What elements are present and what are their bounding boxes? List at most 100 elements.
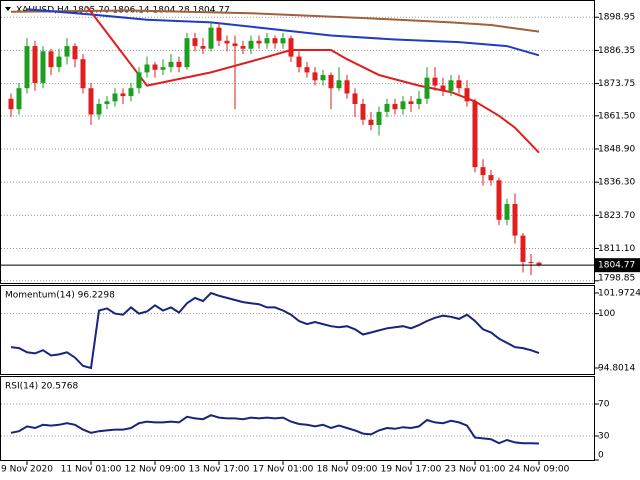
candle-body xyxy=(376,111,382,126)
candle-body xyxy=(16,88,22,110)
y-tick-label: 1848.90 xyxy=(598,145,635,155)
candle-body xyxy=(432,77,438,86)
y-tick-label: 30 xyxy=(598,432,610,442)
candle-body xyxy=(464,88,470,102)
candle-body xyxy=(424,77,430,99)
candle-body xyxy=(8,98,14,110)
candle-body xyxy=(344,80,350,94)
candle-body xyxy=(56,56,62,68)
candle-body xyxy=(232,43,238,47)
candle-body xyxy=(64,46,70,57)
candle-body xyxy=(208,27,214,49)
current-price-label: 1804.77 xyxy=(598,261,635,271)
candle-body xyxy=(384,103,390,112)
candle-body xyxy=(112,93,118,102)
momentum-title: Momentum(14) 96.2298 xyxy=(5,291,115,301)
indicator-line xyxy=(10,414,540,445)
candle-body xyxy=(200,46,206,49)
candle-body xyxy=(88,88,94,115)
x-tick-label: 24 Nov 09:00 xyxy=(509,465,570,475)
y-tick-label: 101.9724 xyxy=(598,289,640,299)
candle-body xyxy=(120,93,126,97)
x-tick-label: 23 Nov 01:00 xyxy=(445,465,506,475)
candle-body xyxy=(296,56,302,68)
candle-body xyxy=(256,40,262,44)
candle-body xyxy=(32,46,38,83)
current-price-box xyxy=(595,258,640,273)
candle-body xyxy=(240,46,246,49)
candle-body xyxy=(280,38,286,44)
candle-body xyxy=(128,88,134,97)
candle-body xyxy=(248,40,254,49)
moving-average xyxy=(10,9,540,33)
candle-body xyxy=(336,80,342,89)
candle-body xyxy=(96,103,102,115)
candle-body xyxy=(184,38,190,68)
candle-body xyxy=(216,27,222,41)
candle-body xyxy=(104,101,110,104)
candle-body xyxy=(24,46,30,89)
candle-body xyxy=(152,64,158,70)
moving-average xyxy=(86,5,540,154)
candle-body xyxy=(40,51,46,83)
x-tick-label: 9 Nov 2020 xyxy=(1,465,53,475)
y-tick-label: 1886.35 xyxy=(598,46,635,56)
candle-body xyxy=(536,262,542,266)
candle-body xyxy=(528,261,534,263)
candle-body xyxy=(512,204,518,236)
candle-body xyxy=(272,38,278,44)
candle-body xyxy=(496,180,502,220)
candle-body xyxy=(168,61,174,68)
x-tick-label: 19 Nov 17:00 xyxy=(381,465,442,475)
price-panel-frame xyxy=(0,0,595,284)
candle-body xyxy=(352,93,358,104)
candle-body xyxy=(504,204,510,220)
y-tick-label: 1898.95 xyxy=(598,13,635,23)
y-tick-label: 1861.50 xyxy=(598,111,635,121)
candle-body xyxy=(416,98,422,104)
candle-body xyxy=(80,59,86,89)
candle-body xyxy=(224,40,230,44)
x-tick-label: 12 Nov 09:00 xyxy=(125,465,186,475)
y-tick-label: 1811.10 xyxy=(598,244,635,254)
candle-body xyxy=(520,235,526,262)
symbol-marker xyxy=(5,7,11,11)
candle-body xyxy=(160,67,166,70)
candle-body xyxy=(312,72,318,81)
candle-body xyxy=(456,80,462,89)
rsi-panel-frame xyxy=(0,376,595,461)
moving-average xyxy=(26,8,540,57)
candle-body xyxy=(304,67,310,73)
y-tick-label: 1823.70 xyxy=(598,211,635,221)
y-tick-label: 1836.30 xyxy=(598,178,635,188)
candle-body xyxy=(400,101,406,110)
y-tick-label: 1798.85 xyxy=(598,274,635,284)
candle-body xyxy=(448,80,454,91)
candle-body xyxy=(144,64,150,73)
candle-body xyxy=(368,119,374,126)
x-tick-label: 13 Nov 17:00 xyxy=(189,465,250,475)
candle-body xyxy=(328,75,334,89)
x-tick-label: 17 Nov 01:00 xyxy=(253,465,314,475)
candle-body xyxy=(320,75,326,81)
candle-body xyxy=(288,38,294,57)
x-tick-label: 18 Nov 09:00 xyxy=(317,465,378,475)
candle-body xyxy=(392,103,398,110)
candle-body xyxy=(488,175,494,181)
candle-body xyxy=(360,103,366,120)
candle-body xyxy=(440,85,446,91)
x-tick-label: 11 Nov 01:00 xyxy=(61,465,122,475)
y-tick-label: 94.8014 xyxy=(598,364,635,374)
rsi-title: RSI(14) 20.5768 xyxy=(5,382,78,392)
candle-body xyxy=(480,167,486,176)
y-tick-label: 70 xyxy=(598,400,610,410)
y-tick-label: 0 xyxy=(598,451,604,461)
momentum-panel-frame xyxy=(0,285,595,375)
candle-body xyxy=(408,101,414,104)
candle-body xyxy=(264,38,270,44)
candle-body xyxy=(472,101,478,168)
candle-body xyxy=(48,51,54,68)
candle-body xyxy=(72,46,78,60)
